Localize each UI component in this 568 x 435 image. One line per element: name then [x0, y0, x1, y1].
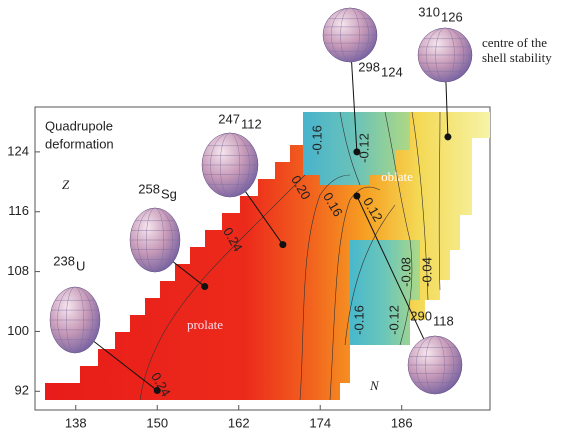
annotation: shell stability: [482, 50, 552, 65]
pointer-line: [351, 61, 358, 152]
pointer-line: [445, 81, 449, 137]
pointer-line: [93, 341, 158, 391]
contour-line: [329, 186, 381, 401]
nuclide-point: [353, 192, 361, 200]
annotation: centre of the: [482, 35, 547, 50]
nuclide-element: 112: [241, 116, 262, 131]
contour-line: [384, 111, 413, 346]
x-tick-label: 186: [391, 415, 413, 430]
nuclide-point: [201, 283, 209, 291]
nuclide-mass: 298: [358, 59, 380, 74]
contour-line: [339, 111, 361, 186]
pointer-line: [245, 191, 284, 245]
nuclide-element: 118: [433, 313, 454, 328]
nuclide-element: 124: [381, 64, 403, 79]
y-axis-label: Z: [62, 177, 70, 192]
x-tick-label: 162: [228, 415, 250, 430]
nuclide-mass: 238: [53, 253, 75, 268]
y-tick-label: 124: [7, 143, 29, 158]
pointer-line: [172, 261, 206, 287]
x-tick-label: 150: [146, 415, 168, 430]
nuclide-mass: 247: [218, 111, 240, 126]
contour-label: -0.16: [309, 125, 324, 155]
nuclide-mass: 258: [138, 181, 160, 196]
contour-line: [438, 111, 441, 291]
nuclide-point: [353, 148, 361, 156]
contour-line: [411, 111, 429, 301]
contour-label: -0.16: [351, 305, 366, 335]
contour-lines: [139, 111, 441, 401]
region-label: prolate: [187, 317, 223, 332]
nuclide-element: U: [76, 258, 85, 273]
contour-line: [139, 174, 306, 401]
title: Quadrupole: [45, 118, 113, 133]
x-axis-label: N: [369, 378, 380, 393]
y-tick-label: 116: [8, 203, 29, 218]
contour-line: [344, 204, 396, 346]
oblate-region-lower: [350, 240, 420, 345]
title: deformation: [45, 136, 114, 151]
contour-label: -0.04: [419, 257, 434, 287]
nuclide-mass: 290: [410, 308, 432, 323]
y-tick-label: 108: [7, 263, 29, 278]
nuclide-point: [444, 133, 452, 141]
x-tick-label: 138: [65, 415, 87, 430]
contour-line: [299, 174, 351, 401]
pointer-line: [356, 195, 425, 339]
nuclide-point: [153, 387, 161, 395]
contour-label: -0.12: [356, 133, 371, 163]
x-tick-label: 174: [309, 415, 331, 430]
contour-label: -0.08: [398, 257, 413, 287]
y-tick-label: 100: [7, 323, 29, 338]
contour-label: -0.12: [386, 305, 401, 335]
nuclide-point: [279, 241, 287, 249]
nuclide-element: 126: [441, 9, 463, 24]
region-label: oblate: [381, 169, 413, 184]
nuclide-mass: 310: [418, 4, 440, 19]
nuclide-element: Sg: [161, 186, 177, 201]
y-tick-label: 92: [15, 383, 29, 398]
